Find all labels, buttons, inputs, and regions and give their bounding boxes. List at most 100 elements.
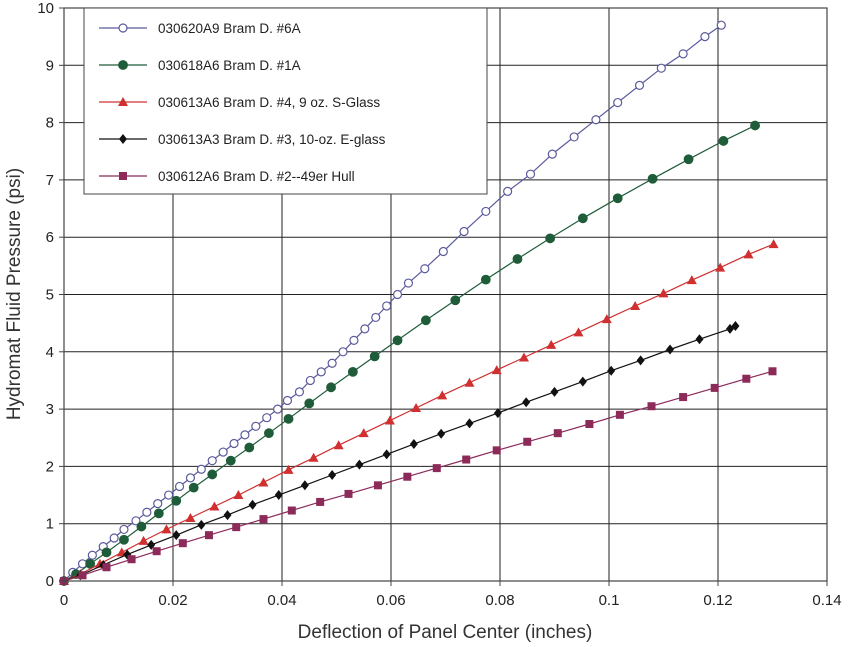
series-4-point xyxy=(437,428,446,439)
x-tick-label: 0.02 xyxy=(158,592,187,609)
series-2-point xyxy=(225,455,236,466)
series-2-point xyxy=(750,120,760,131)
series-4-point xyxy=(223,510,232,521)
series-1-point xyxy=(392,289,403,300)
series-3-point xyxy=(411,402,422,412)
series-3-point xyxy=(209,501,220,511)
y-tick-label: 4 xyxy=(46,344,54,361)
series-5-point xyxy=(585,419,594,428)
series-1-point xyxy=(174,481,185,492)
series-3-point xyxy=(686,275,697,285)
series-1-point xyxy=(634,80,645,90)
series-4-point xyxy=(465,418,474,429)
series-1-point xyxy=(316,367,326,377)
series-1-point xyxy=(305,375,315,386)
legend-swatch-marker xyxy=(118,60,128,70)
series-5-point xyxy=(152,547,161,556)
series-4-point xyxy=(522,397,531,408)
series-1-point xyxy=(109,533,119,543)
series-4-point xyxy=(695,334,704,345)
legend-label: 030613A3 Bram D. #3, 10-oz. E-glass xyxy=(158,132,386,147)
legend-swatch-marker xyxy=(118,23,128,33)
legend-item: 030613A3 Bram D. #3, 10-oz. E-glass xyxy=(99,132,386,147)
series-5-point xyxy=(403,472,412,481)
series-2-point xyxy=(153,508,164,519)
series-1-point xyxy=(360,324,370,334)
series-1-point xyxy=(196,464,206,474)
series-4-point xyxy=(731,321,740,332)
series-5-point xyxy=(232,523,241,532)
y-tick-label: 2 xyxy=(46,458,54,475)
series-5-point xyxy=(432,464,441,473)
series-2-point xyxy=(188,482,199,493)
series-4-point xyxy=(328,469,337,480)
series-5-point xyxy=(710,383,719,392)
legend-label: 030613A6 Bram D. #4, 9 oz. S-Glass xyxy=(158,95,380,110)
series-2-point xyxy=(577,213,588,224)
series-2-point xyxy=(136,521,147,532)
x-axis: 0 0.02 0.04 0.06 0.08 0.1 0.12 0.14 xyxy=(60,581,842,609)
series-3-point xyxy=(258,477,269,487)
series-5-point xyxy=(316,497,325,506)
legend-swatch-marker xyxy=(119,172,127,180)
series-2-point xyxy=(512,254,523,264)
x-tick-label: 0.14 xyxy=(812,592,841,609)
series-1-point xyxy=(591,115,601,125)
legend-label: 030620A9 Bram D. #6A xyxy=(158,21,301,36)
y-tick-label: 8 xyxy=(46,115,54,132)
series-layer xyxy=(59,20,779,586)
series-1-point xyxy=(153,499,163,509)
series-1-point xyxy=(420,264,430,274)
series-4-point xyxy=(409,439,418,450)
x-tick-label: 0 xyxy=(60,592,68,609)
series-1-point xyxy=(229,438,239,449)
series-1-point xyxy=(503,186,513,196)
series-2-point xyxy=(264,428,274,439)
legend-label: 030612A6 Bram D. #2--49er Hull xyxy=(158,169,355,184)
x-tick-label: 0.06 xyxy=(376,592,405,609)
series-2-point xyxy=(283,413,294,424)
series-1-point xyxy=(547,149,557,159)
series-4-point xyxy=(636,355,645,366)
y-tick-label: 5 xyxy=(46,287,54,304)
series-2-point xyxy=(347,366,358,377)
series-3-point xyxy=(185,512,196,522)
legend-swatch-marker xyxy=(119,134,127,144)
series-3-point xyxy=(384,415,395,425)
y-tick-label: 6 xyxy=(46,229,54,246)
legend-label: 030618A6 Bram D. #1A xyxy=(158,58,301,73)
series-4-point xyxy=(172,530,181,541)
series-2-point xyxy=(647,173,658,184)
series-1-point xyxy=(282,395,293,406)
series-5-point xyxy=(768,367,777,376)
series-1-point xyxy=(273,404,283,414)
series-5-point xyxy=(615,410,624,419)
series-3-point xyxy=(743,249,754,259)
legend: 030620A9 Bram D. #6A 030618A6 Bram D. #1A… xyxy=(83,7,488,195)
series-1-point xyxy=(142,507,152,517)
y-axis: 0 1 2 3 4 5 6 7 8 9 10 xyxy=(37,0,64,590)
series-3-point xyxy=(573,327,584,337)
legend-item: 030612A6 Bram D. #2--49er Hull xyxy=(99,169,355,184)
y-axis-title: Hydromat Fluid Pressure (psi) xyxy=(4,168,25,420)
series-2 xyxy=(59,120,760,586)
series-3-point xyxy=(138,535,149,545)
series-5-point xyxy=(373,481,382,490)
legend-swatch-marker xyxy=(118,97,128,106)
series-1-point xyxy=(87,550,97,560)
series-3-point xyxy=(601,314,612,324)
series-1-point xyxy=(371,312,381,323)
series-1-point xyxy=(613,97,623,108)
series-1-point xyxy=(656,63,666,73)
series-2-point xyxy=(612,193,623,204)
series-2-point xyxy=(369,351,380,362)
y-tick-label: 9 xyxy=(46,57,54,74)
series-5-point xyxy=(462,455,471,464)
series-5-point xyxy=(647,402,656,411)
series-1-point xyxy=(438,246,448,257)
legend-box xyxy=(83,7,488,195)
series-1-point xyxy=(119,524,129,535)
series-3-point xyxy=(658,288,669,298)
series-2-point xyxy=(326,382,336,393)
series-1-point xyxy=(207,456,217,466)
